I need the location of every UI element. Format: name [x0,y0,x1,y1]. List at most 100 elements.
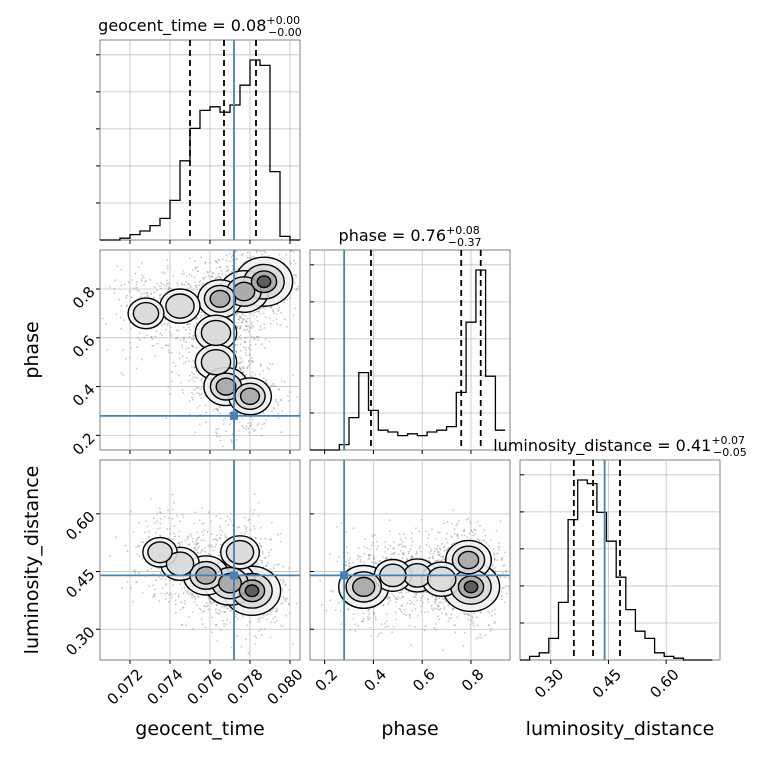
scatter-point [374,561,377,564]
scatter-point [135,281,138,283]
scatter-point [238,327,241,330]
scatter-point [260,545,263,547]
scatter-point [270,306,273,309]
scatter-point [143,531,146,534]
scatter-point [390,557,392,559]
scatter-panel-phase-vs-luminosity_distance [309,459,511,664]
scatter-point [246,624,249,627]
scatter-point [434,548,436,550]
scatter-point [137,266,140,268]
y-tick-label: 0.45 [62,565,98,601]
scatter-point [403,613,405,615]
scatter-point [206,605,209,608]
scatter-point [487,610,489,613]
scatter-point [426,597,429,600]
scatter-point [454,624,456,626]
scatter-point [380,623,383,625]
scatter-point [193,380,196,383]
scatter-point [274,385,277,388]
scatter-point [140,541,143,544]
scatter-point [368,548,371,550]
scatter-point [478,539,481,542]
scatter-point [479,633,482,636]
scatter-point [263,250,265,253]
scatter-point [276,313,278,315]
scatter-point [370,635,372,637]
scatter-point [474,532,477,535]
scatter-point [237,312,239,315]
scatter-point [367,554,370,556]
scatter-point [493,608,496,611]
scatter-point [115,313,118,316]
scatter-point [376,548,378,550]
scatter-point [254,429,257,431]
scatter-point [438,547,441,550]
scatter-point [340,522,343,525]
scatter-point [254,240,256,242]
scatter-point [407,552,410,555]
scatter-point [280,587,283,590]
scatter-point [261,633,263,636]
scatter-point [191,391,193,394]
scatter-point [436,615,439,618]
scatter-point [446,520,449,523]
scatter-point [253,527,256,530]
scatter-point [229,621,232,624]
scatter-point [204,404,207,407]
scatter-point [265,564,268,567]
scatter-point [181,389,184,392]
scatter-point [405,614,408,616]
scatter-point [171,596,174,599]
scatter-point [230,270,233,273]
scatter-point [200,379,203,382]
scatter-point [489,630,492,632]
scatter-point [138,521,140,524]
scatter-point [136,553,139,556]
scatter-point [142,541,145,544]
scatter-point [467,618,470,621]
scatter-point [388,596,391,599]
scatter-point [357,547,360,549]
scatter-point [250,424,252,427]
scatter-point [160,282,163,285]
scatter-point [239,246,241,248]
scatter-point [266,618,268,621]
scatter-point [159,293,162,296]
scatter-point [125,296,127,299]
scatter-point [238,362,240,365]
scatter-point [195,284,198,287]
scatter-point [244,373,247,376]
scatter-point [192,359,195,362]
scatter-point [432,557,434,560]
scatter-point [219,536,222,539]
scatter-point [251,359,254,362]
scatter-point [255,536,257,539]
scatter-point [446,541,449,544]
scatter-point [463,534,466,537]
scatter-point [433,626,436,629]
scatter-point [185,589,187,592]
scatter-point [166,324,169,327]
scatter-point [289,391,291,393]
hist-panel-geocent_time: geocent_time = 0.08+0.00 −0.00 [96,14,302,244]
scatter-point [207,511,210,513]
scatter-point [203,522,205,524]
scatter-point [393,551,396,554]
scatter-point [471,620,474,623]
scatter-point [189,284,192,287]
scatter-point [248,257,251,259]
scatter-point [253,250,255,252]
scatter-point [456,534,459,537]
scatter-point [372,541,375,544]
scatter-point [393,541,395,543]
density-contour [239,387,261,406]
scatter-point [432,609,435,611]
scatter-point [258,310,261,313]
scatter-point [137,337,139,339]
scatter-point [435,598,438,600]
histogram-luminosity_distance [520,479,713,661]
scatter-point [440,559,442,562]
scatter-point [446,548,449,551]
scatter-point [196,531,198,534]
scatter-point [260,546,263,549]
